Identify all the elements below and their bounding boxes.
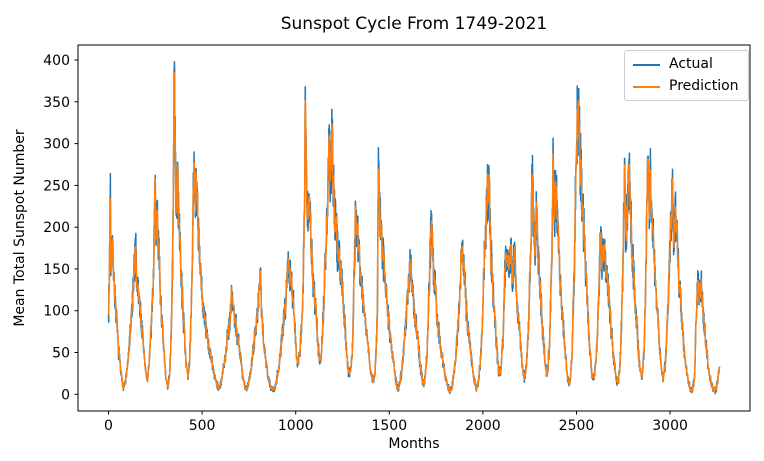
x-axis-tick-label: 500 <box>189 418 216 434</box>
series-line-prediction <box>107 71 721 394</box>
x-axis-tick-label: 3000 <box>652 418 688 434</box>
y-axis-tick-label: 150 <box>43 262 70 278</box>
x-axis-tick-label: 2500 <box>559 418 595 434</box>
y-axis-tick-label: 50 <box>52 346 70 362</box>
y-axis-tick-label: 350 <box>43 95 70 111</box>
legend-item-actual: Actual <box>633 57 739 72</box>
y-axis-tick-label: 100 <box>43 304 70 320</box>
x-axis-label: Months <box>388 436 440 452</box>
y-axis-tick-label: 400 <box>43 53 70 69</box>
legend-item-prediction: Prediction <box>633 79 739 94</box>
x-axis-tick-label: 0 <box>104 418 113 434</box>
legend-line-prediction-icon <box>633 85 660 88</box>
y-axis-label: Mean Total Sunspot Number <box>12 129 28 327</box>
y-axis-tick-label: 300 <box>43 137 70 153</box>
y-axis-tick-label: 250 <box>43 178 70 194</box>
chart-title: Sunspot Cycle From 1749-2021 <box>280 14 548 34</box>
x-axis-tick-label: 1000 <box>278 418 314 434</box>
plot-border <box>77 44 751 412</box>
legend-label-prediction: Prediction <box>669 78 739 94</box>
legend-line-actual-icon <box>633 63 660 66</box>
x-axis-tick-label: 1500 <box>371 418 407 434</box>
series-line-actual <box>107 60 721 395</box>
x-axis-tick-label: 2000 <box>465 418 501 434</box>
legend: Actual Prediction <box>624 50 749 101</box>
y-axis-tick-label: 200 <box>43 220 70 236</box>
legend-label-actual: Actual <box>669 56 713 72</box>
y-axis-tick-label: 0 <box>61 387 70 403</box>
